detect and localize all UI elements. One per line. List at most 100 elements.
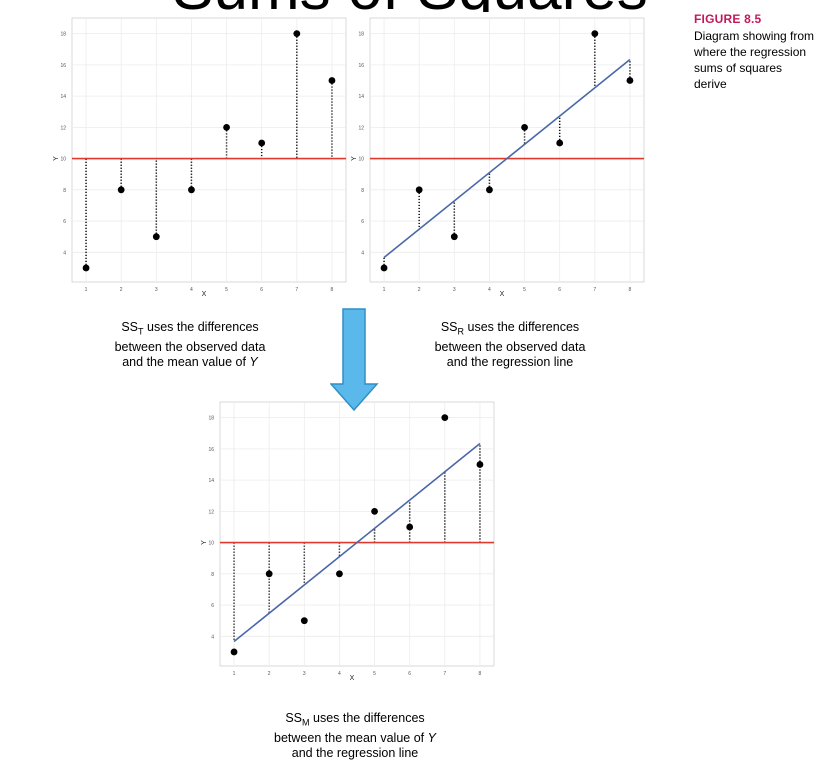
x-tick-label: 1 <box>85 287 88 293</box>
figure-description: Diagram showing from where the regressio… <box>694 29 815 91</box>
x-tick-label: 7 <box>593 287 596 293</box>
data-point <box>117 186 125 194</box>
y-tick-label: 14 <box>358 94 364 100</box>
plot-ss-r: 1 2 3 4 5 6 7 8 4 6 8 10 12 14 16 18 X Y <box>348 14 648 306</box>
y-tick-label: 12 <box>358 125 364 131</box>
caption-ss-r: SSR uses the differences between the obs… <box>400 320 620 370</box>
x-tick-label: 5 <box>373 671 376 677</box>
caption-line: and the regression line <box>291 745 419 760</box>
y-tick-label: 14 <box>60 94 66 100</box>
caption-line: uses the differences <box>309 711 425 725</box>
data-point <box>626 77 634 84</box>
data-point <box>152 233 160 241</box>
y-tick-label: 18 <box>358 32 364 38</box>
y-tick-label: 16 <box>60 63 66 69</box>
y-tick-label: 14 <box>208 478 214 484</box>
y-tick-label: 4 <box>211 634 214 640</box>
caption-line: between the observed data <box>434 339 586 354</box>
plot-ss-t: 1 2 3 4 5 6 7 8 4 6 8 10 12 14 16 18 X Y <box>50 14 350 306</box>
data-point <box>223 123 230 131</box>
x-tick-label: 8 <box>479 671 482 677</box>
caption-line: between the mean value of <box>274 730 428 745</box>
x-tick-label: 8 <box>331 287 334 293</box>
y-axis-label: Y <box>53 156 60 161</box>
data-point <box>258 139 266 147</box>
x-tick-label: 3 <box>155 287 158 293</box>
x-tick-label: 5 <box>523 287 526 293</box>
data-point <box>486 186 493 194</box>
caption-line: between the observed data <box>114 339 266 354</box>
variable-y: Y <box>249 354 258 369</box>
down-arrow-icon <box>329 308 380 417</box>
data-point <box>406 523 414 531</box>
y-tick-label: 10 <box>358 157 364 163</box>
x-tick-label: 6 <box>558 287 561 293</box>
data-point <box>336 570 343 578</box>
x-tick-label: 2 <box>120 287 123 293</box>
data-point <box>82 264 90 272</box>
data-point <box>380 264 388 272</box>
down-arrow-shape <box>329 308 379 412</box>
caption-ss-t: SST uses the differences between the obs… <box>80 320 300 370</box>
y-tick-label: 12 <box>60 125 66 131</box>
data-point <box>188 186 195 194</box>
y-tick-label: 6 <box>211 603 214 609</box>
data-point <box>450 233 458 241</box>
regression-line <box>383 58 631 259</box>
x-tick-label: 4 <box>190 287 193 293</box>
y-tick-label: 6 <box>361 219 364 225</box>
y-tick-label: 10 <box>208 541 214 547</box>
y-tick-label: 4 <box>361 250 364 256</box>
y-tick-label: 4 <box>63 250 66 256</box>
variable-y: Y <box>427 730 436 745</box>
y-axis-label: Y <box>351 156 358 161</box>
ss-subscript: R <box>457 326 465 337</box>
ss-label: SS <box>285 711 303 725</box>
x-tick-label: 3 <box>303 671 306 677</box>
data-point <box>293 30 301 38</box>
page-title: Sums of Squares <box>150 0 670 12</box>
data-point <box>230 648 238 656</box>
data-point <box>441 414 449 422</box>
y-tick-label: 18 <box>208 416 214 422</box>
x-tick-label: 4 <box>488 287 491 293</box>
x-tick-label: 7 <box>443 671 446 677</box>
x-tick-label: 6 <box>408 671 411 677</box>
x-axis-label: X <box>202 291 207 298</box>
data-point <box>371 507 378 515</box>
x-tick-label: 6 <box>260 287 263 293</box>
caption-line: and the regression line <box>446 354 574 369</box>
caption-ss-m: SSM uses the differences between the mea… <box>240 711 470 761</box>
ss-label: SS <box>440 320 458 334</box>
x-axis-label: X <box>350 675 355 682</box>
plot-ss-m: 1 2 3 4 5 6 7 8 4 6 8 10 12 14 16 18 X Y <box>198 398 498 690</box>
plot-area <box>219 401 495 667</box>
x-tick-label: 2 <box>268 671 271 677</box>
x-tick-label: 4 <box>338 671 341 677</box>
y-tick-label: 12 <box>208 509 214 515</box>
x-tick-label: 7 <box>295 287 298 293</box>
y-tick-label: 16 <box>358 63 364 69</box>
data-point <box>476 461 484 468</box>
x-tick-label: 5 <box>225 287 228 293</box>
y-tick-label: 10 <box>60 157 66 163</box>
data-point <box>556 139 564 147</box>
figure-caption: FIGURE 8.5 Diagram showing from where th… <box>694 12 816 92</box>
regression-line <box>233 442 481 643</box>
y-tick-label: 8 <box>211 572 214 578</box>
x-tick-label: 3 <box>453 287 456 293</box>
caption-line: uses the differences <box>143 320 259 334</box>
x-tick-label: 2 <box>418 287 421 293</box>
y-axis-label: Y <box>201 540 208 545</box>
ss-subscript: T <box>138 326 144 337</box>
y-tick-label: 8 <box>361 188 364 194</box>
caption-line: uses the differences <box>464 320 580 334</box>
y-tick-label: 6 <box>63 219 66 225</box>
x-tick-label: 8 <box>629 287 632 293</box>
plot-area <box>369 17 645 283</box>
data-point <box>521 123 528 131</box>
data-point <box>300 617 308 625</box>
